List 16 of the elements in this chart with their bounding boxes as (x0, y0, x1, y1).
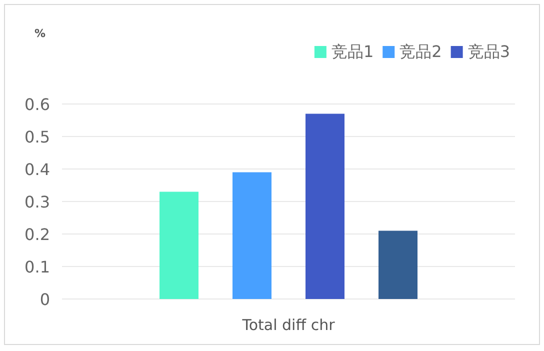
legend-label: 竞品1 (331, 42, 374, 61)
y-tick-label: 0 (40, 290, 50, 309)
y-tick-label: 0.3 (24, 192, 50, 212)
y-tick-label: 0.5 (24, 128, 50, 146)
bar (378, 230, 418, 299)
bar (232, 172, 272, 299)
y-tick-label: 0.4 (24, 160, 50, 179)
legend-label: 竞品2 (400, 42, 442, 61)
x-tick-label: Total diff chr (241, 316, 336, 334)
bar (306, 114, 344, 299)
bar (160, 192, 198, 299)
legend-label: 竞品3 (468, 42, 510, 61)
y-tick-label: 0.6 (24, 95, 50, 114)
y-axis-title: % (34, 27, 46, 40)
y-tick-label: 0.2 (24, 225, 50, 244)
y-tick-label: 0.1 (24, 258, 50, 276)
